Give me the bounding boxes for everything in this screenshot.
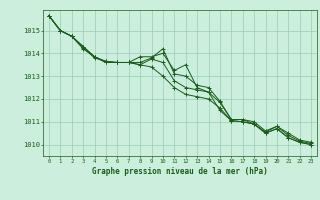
X-axis label: Graphe pression niveau de la mer (hPa): Graphe pression niveau de la mer (hPa) <box>92 167 268 176</box>
